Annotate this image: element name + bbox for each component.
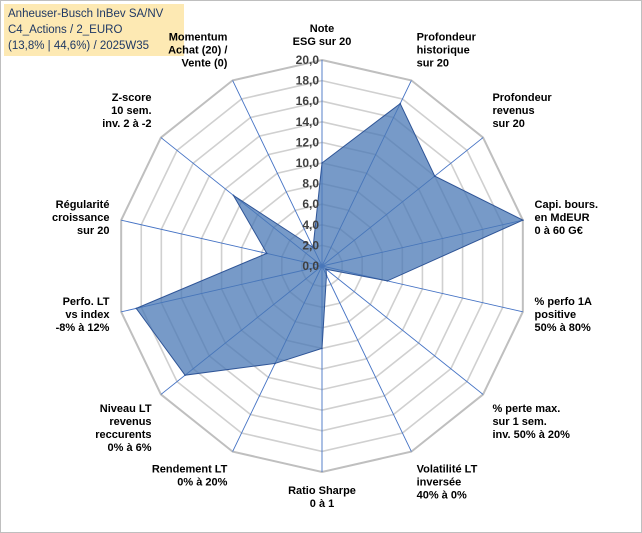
data-point-11 xyxy=(265,252,268,255)
axis-label-2: Profondeur revenus sur 20 xyxy=(492,92,552,130)
axis-label-5: % perte max. sur 1 sem. inv. 50% à 20% xyxy=(492,403,570,441)
axis-labels: Note ESG sur 20 Profondeur historique sur 20… xyxy=(52,23,598,510)
axis-label-0: Note ESG sur 20 xyxy=(293,23,352,48)
data-point-9 xyxy=(184,374,186,376)
radial-tick-labels: 0,0 2,0 4,0 6,0 8,0 10,0 12,0 14,0 16,0 18,0 20,0 xyxy=(296,53,320,273)
tick-label-0: 0,0 xyxy=(302,259,319,273)
axis-label-13: Momentum Achat (20) / Vente (0) xyxy=(168,32,228,70)
data-point-5 xyxy=(325,268,327,271)
tick-label-5: 10,0 xyxy=(296,156,320,170)
title-line-company: Anheuser-Busch InBev SA/NV xyxy=(8,8,164,20)
axis-label-9: Niveau LT revenus reccurents 0% à 6% xyxy=(95,403,152,454)
data-point-0 xyxy=(321,162,323,164)
tick-label-10: 20,0 xyxy=(296,53,320,67)
axis-label-10: Perfo. LT vs index -8% à 12% xyxy=(56,296,111,334)
data-point-6 xyxy=(325,274,328,277)
data-point-8 xyxy=(274,362,276,365)
tick-label-2: 4,0 xyxy=(302,218,319,232)
tick-label-7: 14,0 xyxy=(296,115,320,129)
axis-label-7: Ratio Sharpe 0 à 1 xyxy=(288,485,356,510)
axis-label-1: Profondeur historique sur 20 xyxy=(417,32,477,70)
spoke-5 xyxy=(321,265,484,395)
title-line-stats: (13,8% | 44,6%) / 2025W35 xyxy=(8,40,150,52)
axis-label-6: Volatilité LT inversée 40% à 0% xyxy=(417,463,478,501)
title-line-category: C4_Actions / 2_EURO xyxy=(8,24,123,36)
chart-title-box: Anheuser-Busch InBev SA/NV C4_Actions / … xyxy=(4,4,184,56)
data-point-7 xyxy=(321,347,323,350)
radar-series xyxy=(135,102,525,376)
tick-label-3: 6,0 xyxy=(302,197,319,211)
data-point-4 xyxy=(386,280,389,282)
data-point-12 xyxy=(232,194,235,197)
data-point-13 xyxy=(312,246,314,249)
data-point-2 xyxy=(433,175,436,177)
tick-label-1: 2,0 xyxy=(302,238,319,252)
axis-label-8: Rendement LT 0% à 20% xyxy=(152,463,228,488)
tick-label-4: 8,0 xyxy=(302,177,319,191)
data-point-3 xyxy=(522,219,524,221)
tick-label-8: 16,0 xyxy=(296,94,320,108)
axis-label-3: Capi. bours. en MdEUR 0 à 60 G€ xyxy=(535,199,599,237)
data-point-10 xyxy=(135,307,138,310)
axis-label-4: % perfo 1A positive 50% à 80% xyxy=(535,296,593,334)
data-point-1 xyxy=(399,102,402,105)
axis-label-12: Z-score 10 sem. inv. 2 à -2 xyxy=(102,92,151,130)
tick-label-6: 12,0 xyxy=(296,135,320,149)
spoke-13 xyxy=(232,80,323,267)
tick-label-9: 18,0 xyxy=(296,74,320,88)
spoke-6 xyxy=(321,265,412,452)
axis-label-11: Régularité croissance sur 20 xyxy=(52,199,109,237)
